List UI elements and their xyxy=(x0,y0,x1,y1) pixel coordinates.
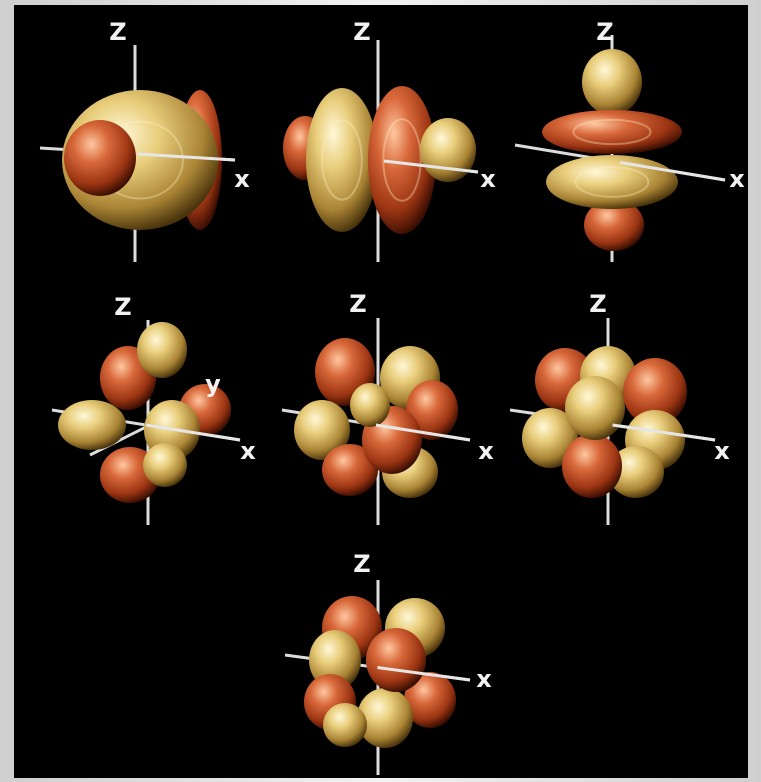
axis-label: Z xyxy=(353,550,370,578)
orbital-lobe xyxy=(366,628,426,692)
axis-label: Z xyxy=(596,18,613,46)
orbital-lobe xyxy=(582,49,642,115)
axis-label: x xyxy=(234,165,250,193)
axis-label: Z xyxy=(589,290,606,318)
axis-label: x xyxy=(480,165,496,193)
orbital-lobe xyxy=(420,118,476,182)
orbital-lobe xyxy=(323,703,367,747)
axis-label: x xyxy=(729,165,745,193)
orbital-lobe xyxy=(565,376,625,440)
axis-label: y xyxy=(205,370,221,398)
orbital-lobe xyxy=(562,434,622,498)
axis-label: Z xyxy=(114,293,131,321)
orbital-lobe xyxy=(143,443,187,487)
orbital-lobe xyxy=(58,400,126,450)
orbital-lobe xyxy=(64,120,136,196)
page: ZxZxZxZyxZxZxZx (() => { const data = JS… xyxy=(0,0,761,782)
axis-label: x xyxy=(476,665,492,693)
axis-label: Z xyxy=(353,18,370,46)
torus-lobe xyxy=(306,88,378,232)
axis-label: Z xyxy=(109,18,126,46)
orbital-lobe xyxy=(350,383,390,427)
axis-label: x xyxy=(240,437,256,465)
axis-label: x xyxy=(714,437,730,465)
orbital-image: Zx Zx Zx Zy x Zx Zx Zx xyxy=(0,0,761,782)
orbital-lobe xyxy=(137,322,187,378)
axis-label: x xyxy=(478,437,494,465)
torus-lobe xyxy=(546,155,678,209)
torus-lobe xyxy=(542,110,682,154)
axis-label: Z xyxy=(349,290,366,318)
